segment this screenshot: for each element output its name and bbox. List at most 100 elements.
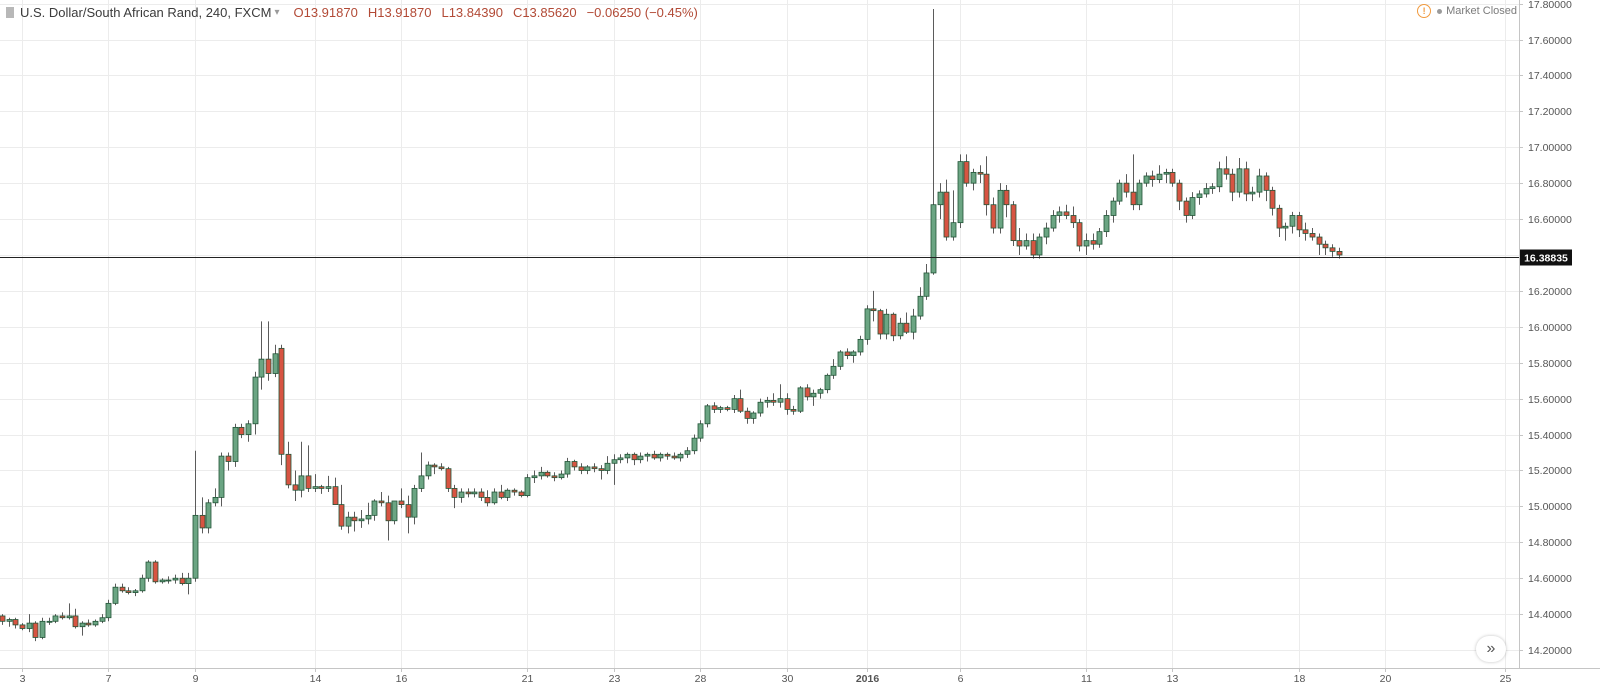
candle-body xyxy=(611,459,618,464)
candle-body xyxy=(6,619,13,622)
candle-body xyxy=(1076,222,1083,247)
candle-body xyxy=(199,514,206,529)
price-tick-label: 17.80000 xyxy=(1528,0,1572,11)
candle-up xyxy=(624,452,631,464)
scroll-to-realtime-button[interactable]: » xyxy=(1476,636,1506,662)
candle-up xyxy=(1110,197,1117,223)
candle-up xyxy=(172,574,179,584)
candle-up xyxy=(717,405,724,414)
candle-body xyxy=(1023,240,1030,247)
candle-body xyxy=(338,504,345,527)
candle-up xyxy=(1023,233,1030,250)
candle-up xyxy=(232,423,239,467)
candle-body xyxy=(431,464,438,468)
price-tick-label: 17.00000 xyxy=(1528,142,1572,154)
candle-down xyxy=(431,463,438,475)
candle-body xyxy=(937,191,944,206)
candle-up xyxy=(218,452,225,507)
candle-up xyxy=(491,488,498,505)
candle-body xyxy=(990,204,997,229)
candle-body xyxy=(1249,191,1256,195)
ohlc-high-value: 13.91870 xyxy=(377,4,432,20)
candle-up xyxy=(883,308,890,340)
candle-body xyxy=(438,466,445,470)
market-status[interactable]: ! Market Closed xyxy=(1417,4,1517,18)
candle-down xyxy=(1169,168,1176,187)
candle-down xyxy=(265,321,272,381)
candle-down xyxy=(1322,240,1329,255)
candle-body xyxy=(923,272,930,297)
candle-down xyxy=(338,484,345,530)
candle-up xyxy=(6,617,13,627)
candle-down xyxy=(1070,206,1077,229)
candle-body xyxy=(1090,240,1097,245)
candle-up xyxy=(1136,179,1143,211)
candle-down xyxy=(119,583,126,593)
candle-body xyxy=(1302,229,1309,234)
candle-down xyxy=(1076,219,1083,252)
candle-down xyxy=(12,617,19,629)
candle-body xyxy=(305,475,312,489)
candle-body xyxy=(139,577,146,592)
candle-up xyxy=(272,344,279,378)
candle-body xyxy=(551,475,558,479)
time-tick-label: 16 xyxy=(396,673,408,685)
candle-up xyxy=(764,396,771,408)
candle-up xyxy=(1203,183,1210,198)
candle-body xyxy=(1196,193,1203,198)
candle-body xyxy=(238,426,245,435)
candle-body xyxy=(26,622,33,629)
candle-down xyxy=(1123,174,1130,198)
candle-body xyxy=(957,161,964,224)
candle-body xyxy=(66,615,73,619)
candle-body xyxy=(252,376,259,425)
candle-up xyxy=(917,287,924,320)
candle-body xyxy=(1116,182,1123,202)
candle-down xyxy=(737,389,744,414)
candle-down xyxy=(977,165,984,184)
candle-body xyxy=(192,514,199,579)
time-tick-label: 6 xyxy=(958,673,964,685)
candle-body xyxy=(1083,240,1090,247)
candle-body xyxy=(1296,215,1303,231)
symbol-title[interactable]: U.S. Dollar/South African Rand, 240, FXC… xyxy=(20,4,272,20)
candle-down xyxy=(770,393,777,406)
chevron-down-icon[interactable]: ▾ xyxy=(274,6,280,18)
candle-up xyxy=(1103,210,1110,238)
candle-body xyxy=(1156,173,1163,180)
price-tick-label: 17.40000 xyxy=(1528,70,1572,82)
candle-up xyxy=(79,621,86,636)
candle-body xyxy=(1223,168,1230,175)
candle-down xyxy=(844,348,851,360)
candle-body xyxy=(471,491,478,495)
time-axis-labels: 3 7 9 14 16 21 23 28 30 2016 6 11 13 18 20 25 xyxy=(20,668,1511,685)
price-tick-label: 14.20000 xyxy=(1528,645,1572,657)
candle-body xyxy=(504,489,511,498)
candle-up xyxy=(1282,222,1289,241)
candle-body xyxy=(1189,197,1196,216)
candle-body xyxy=(1110,200,1117,216)
time-tick-label: 28 xyxy=(695,673,707,685)
candle-up xyxy=(684,447,691,458)
ohlc-change: −0.06250 (−0.45%) xyxy=(586,4,698,20)
candle-up xyxy=(930,8,937,275)
candle-up xyxy=(1050,210,1057,232)
candle-body xyxy=(1143,175,1150,184)
candle-body xyxy=(671,455,678,459)
candle-body xyxy=(1169,171,1176,184)
ohlc-low-key: L xyxy=(441,4,449,20)
price-tick-label: 15.80000 xyxy=(1528,358,1572,370)
candle-down xyxy=(1223,156,1230,180)
candle-body xyxy=(478,491,485,498)
ohlc-high: H13.91870 xyxy=(368,5,432,20)
time-tick-label: 13 xyxy=(1167,673,1179,685)
candle-down xyxy=(1130,154,1137,211)
candle-up xyxy=(750,411,757,424)
ohlc-close-key: C xyxy=(512,4,523,20)
ohlc-open-key: O xyxy=(293,4,304,20)
candle-up xyxy=(312,474,319,493)
candle-body xyxy=(1209,186,1216,189)
time-tick-label: 20 xyxy=(1380,673,1392,685)
